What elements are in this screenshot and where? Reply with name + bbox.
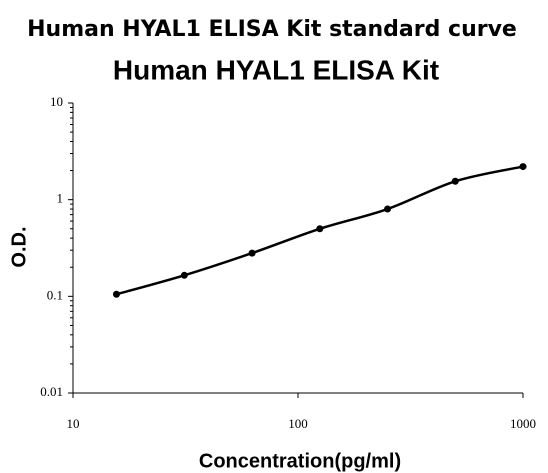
point: [180, 271, 188, 279]
point: [112, 290, 120, 298]
point: [384, 205, 392, 213]
point: [248, 249, 256, 257]
y-tick-label: 10: [50, 94, 63, 109]
y-tick-label: 1: [57, 191, 64, 206]
y-tick-label: 0.1: [47, 287, 63, 302]
point: [519, 163, 527, 171]
point: [451, 177, 459, 185]
y-tick-label: 0.01: [40, 384, 63, 399]
x-axis-label: Concentration(pg/ml): [199, 450, 401, 472]
y-axis-label: O.D.: [8, 226, 30, 267]
x-tick-label: 100: [288, 416, 308, 431]
x-tick-label: 1000: [510, 416, 536, 431]
point: [316, 225, 324, 233]
chart-title: Human HYAL1 ELISA Kit: [113, 54, 439, 85]
x-tick-label: 10: [67, 416, 80, 431]
caption: Human HYAL1 ELISA Kit standard curve: [27, 17, 517, 42]
